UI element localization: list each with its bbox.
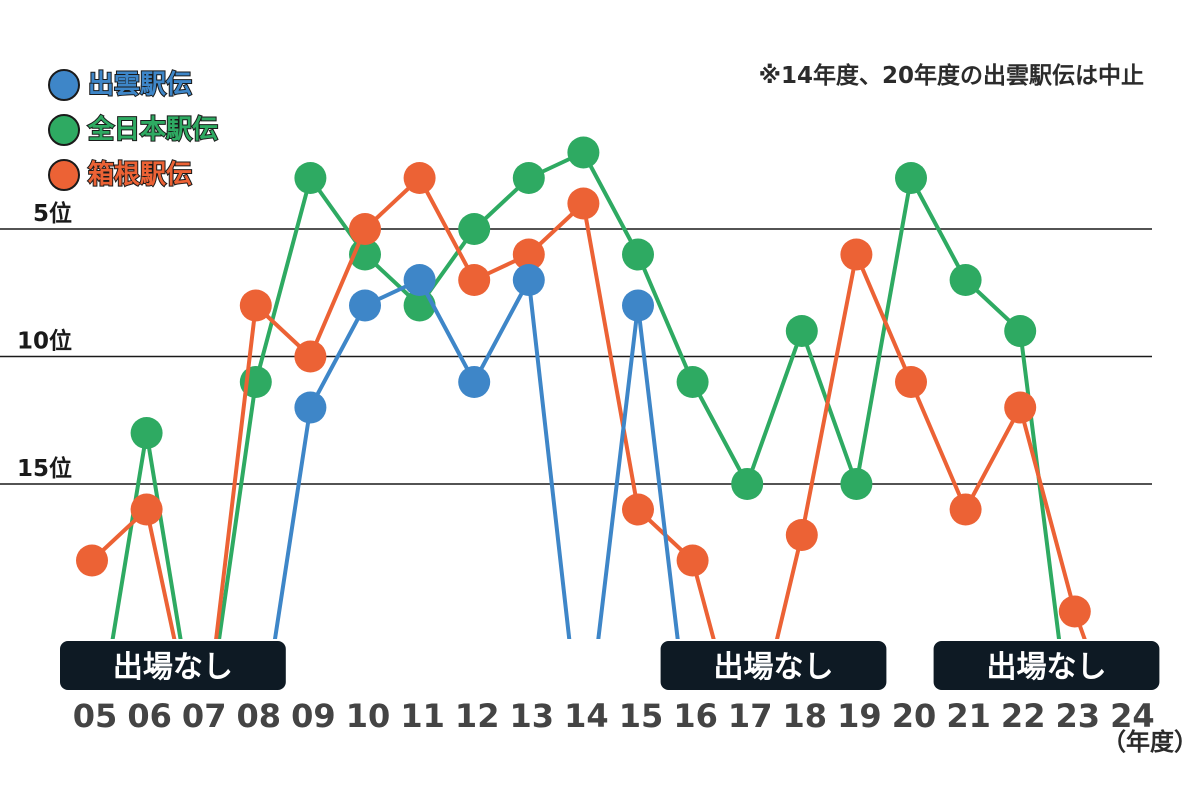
legend-label-izumo: 出雲駅伝 — [87, 69, 193, 101]
data-point — [458, 213, 491, 245]
data-point — [294, 340, 327, 373]
data-point — [458, 366, 491, 398]
data-point — [239, 289, 272, 322]
no-entry-box — [60, 641, 286, 690]
x-tick-label: 12 — [455, 697, 500, 735]
data-point — [403, 162, 436, 194]
data-point — [731, 468, 764, 500]
no-entry-label: 出場なし — [987, 650, 1107, 685]
series-layer — [76, 136, 1091, 639]
y-tick-label: 15位 — [17, 455, 72, 482]
data-point — [130, 493, 163, 526]
no-entry-label: 出場なし — [714, 650, 834, 685]
series-2 — [76, 162, 1091, 639]
data-point — [840, 468, 873, 500]
legend-marker-hakone — [48, 158, 80, 191]
x-tick-label: 17 — [728, 697, 773, 735]
data-point — [785, 519, 818, 551]
data-point — [1004, 315, 1037, 347]
no-entry-box — [660, 641, 887, 690]
data-point — [676, 544, 709, 577]
data-point — [949, 493, 982, 526]
x-tick-label: 13 — [510, 697, 555, 735]
legend-marker-zennihon — [48, 113, 80, 146]
x-axis-unit: （年度） — [1102, 728, 1198, 756]
legend-label-zennihon: 全日本駅伝 — [87, 114, 219, 146]
data-point — [840, 238, 873, 271]
data-point — [458, 264, 491, 296]
legend-item-izumo: 出雲駅伝 — [48, 62, 218, 107]
data-point — [949, 264, 982, 296]
data-point — [622, 238, 654, 271]
no-entry-label: 出場なし — [113, 650, 233, 685]
x-tick-label: 18 — [783, 697, 828, 735]
y-tick-label: 10位 — [17, 328, 72, 355]
data-point — [294, 391, 327, 424]
legend-item-hakone: 箱根駅伝 — [48, 152, 218, 197]
x-tick-label: 09 — [291, 697, 336, 735]
x-tick-label: 23 — [1056, 697, 1101, 735]
data-point — [895, 366, 927, 398]
no-entry-boxes: 出場なし 出場なし 出場なし — [60, 641, 1160, 690]
x-tick-label: 21 — [946, 697, 991, 735]
cancellation-note: ※14年度、20年度の出雲駅伝は中止 — [758, 63, 1144, 89]
legend-label-hakone: 箱根駅伝 — [87, 159, 193, 191]
series-1 — [110, 136, 1062, 639]
data-point — [567, 187, 600, 220]
x-tick-label: 16 — [673, 697, 718, 735]
x-tick-label: 05 — [73, 697, 118, 735]
legend: 出雲駅伝 全日本駅伝 箱根駅伝 — [48, 62, 219, 197]
x-tick-label: 07 — [182, 697, 227, 735]
data-point — [622, 289, 654, 322]
data-point — [895, 162, 927, 194]
legend-item-zennihon: 全日本駅伝 — [48, 107, 219, 152]
data-point — [294, 162, 327, 194]
data-point — [622, 493, 654, 526]
y-axis-labels: 5位 10位 15位 — [17, 200, 72, 482]
data-point — [349, 213, 381, 245]
data-point — [1004, 391, 1037, 424]
data-point — [403, 264, 436, 296]
data-point — [76, 544, 108, 577]
no-entry-box — [933, 641, 1160, 690]
x-tick-label: 20 — [892, 697, 937, 735]
data-point — [676, 366, 709, 398]
data-point — [512, 162, 545, 194]
data-point — [349, 289, 381, 322]
data-point — [512, 238, 545, 271]
x-tick-label: 22 — [1001, 697, 1046, 735]
y-tick-label: 5位 — [33, 200, 72, 227]
grid-lines — [0, 228, 1152, 485]
x-tick-label: 19 — [837, 697, 882, 735]
data-point — [512, 264, 545, 296]
legend-marker-izumo — [48, 68, 80, 101]
x-tick-label: 10 — [346, 697, 391, 735]
data-point — [785, 315, 818, 347]
series-0 — [272, 264, 680, 639]
x-axis-labels: 05 06 07 08 09 10 11 12 13 14 15 16 17 18 19 20 21 22 23 24 — [73, 697, 1155, 735]
x-tick-label: 15 — [619, 697, 664, 735]
data-point — [1058, 595, 1091, 628]
x-tick-label: 24 — [1110, 697, 1155, 735]
x-tick-label: 06 — [127, 697, 172, 735]
data-point — [567, 136, 600, 169]
x-tick-label: 14 — [564, 697, 609, 735]
data-point — [130, 417, 163, 449]
x-tick-label: 11 — [400, 697, 445, 735]
x-tick-label: 08 — [237, 697, 282, 735]
